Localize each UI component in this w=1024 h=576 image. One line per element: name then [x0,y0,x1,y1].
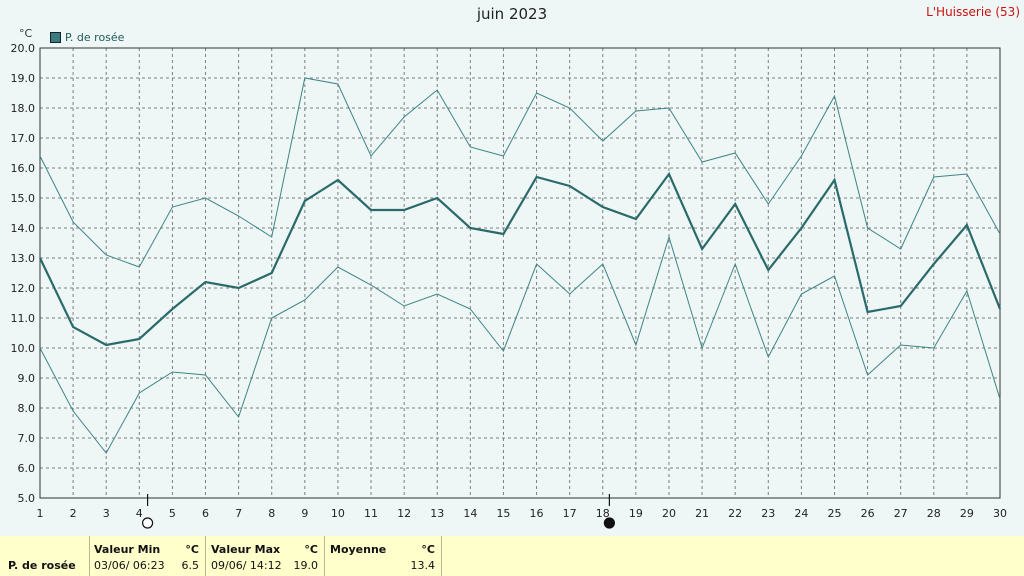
x-tick-label: 13 [430,507,444,520]
x-tick-label: 6 [202,507,209,520]
y-tick-label: 13.0 [11,252,36,265]
x-tick-label: 23 [761,507,775,520]
stats-min-value: 6.5 [181,559,200,572]
y-tick-label: 17.0 [11,132,36,145]
y-tick-label: 8.0 [18,402,36,415]
x-tick-label: 21 [695,507,709,520]
series-line-min [39,235,1001,454]
x-tick-label: 19 [629,507,643,520]
y-tick-label: 5.0 [18,492,36,505]
x-tick-label: 4 [136,507,143,520]
x-tick-label: 30 [993,507,1007,520]
y-axis-unit: °C [19,27,33,40]
stats-mean-header: Moyenne [330,543,387,556]
stats-max-unit: °C [304,543,318,556]
x-tick-label: 26 [861,507,875,520]
full-moon-icon [141,517,154,529]
stats-min-cell: Valeur Min °C 03/06/ 06:23 6.5 [89,536,206,576]
stats-row-label: P. de rosée [8,559,76,572]
x-tick-label: 15 [496,507,510,520]
stats-max-value: 19.0 [293,559,319,572]
stats-min-header: Valeur Min [94,543,161,556]
chart-title: juin 2023 [476,5,548,23]
station-name: L'Huisserie (53) [926,5,1020,19]
x-tick-label: 22 [728,507,742,520]
x-tick-label: 9 [301,507,308,520]
x-tick-label: 28 [927,507,941,520]
y-tick-label: 18.0 [11,102,36,115]
x-tick-label: 12 [397,507,411,520]
x-tick-label: 16 [530,507,544,520]
stats-min-date: 03/06/ 06:23 [94,559,165,572]
x-tick-label: 20 [662,507,676,520]
series-line-mean [39,171,1002,347]
y-tick-label: 10.0 [11,342,36,355]
x-tick-label: 8 [268,507,275,520]
stats-max-header: Valeur Max [211,543,281,556]
x-tick-label: 1 [37,507,44,520]
plot-area [40,48,1000,498]
series-line-max [39,77,1001,268]
x-tick-label: 10 [331,507,345,520]
y-tick-label: 7.0 [18,432,36,445]
stats-mean-cell: Moyenne °C 13.4 [324,536,442,576]
x-tick-label: 14 [463,507,477,520]
stats-table: P. de rosée Valeur Min °C 03/06/ 06:23 6… [0,536,1024,576]
y-tick-label: 11.0 [11,312,36,325]
stats-row-label-cell: P. de rosée [0,536,90,576]
x-tick-label: 2 [70,507,77,520]
y-tick-label: 16.0 [11,162,36,175]
stats-max-date: 09/06/ 14:12 [211,559,282,572]
y-tick-label: 19.0 [11,72,36,85]
legend: P. de rosée [50,31,124,44]
x-tick-label: 25 [827,507,841,520]
new-moon-icon [603,517,615,529]
y-tick-label: 12.0 [11,282,36,295]
x-tick-label: 11 [364,507,378,520]
stats-max-cell: Valeur Max °C 09/06/ 14:12 19.0 [205,536,325,576]
x-tick-label: 7 [235,507,242,520]
stats-mean-unit: °C [421,543,435,556]
y-tick-label: 6.0 [18,462,36,475]
x-tick-label: 5 [169,507,176,520]
y-tick-label: 14.0 [11,222,36,235]
x-tick-label: 17 [563,507,577,520]
stats-min-unit: °C [185,543,199,556]
legend-label: P. de rosée [65,31,125,44]
y-tick-label: 15.0 [11,192,36,205]
stats-mean-value: 13.4 [410,559,436,572]
x-tick-label: 24 [794,507,808,520]
x-tick-label: 27 [894,507,908,520]
x-tick-label: 18 [596,507,610,520]
legend-swatch [50,32,61,43]
y-tick-label: 20.0 [11,42,36,55]
y-tick-label: 9.0 [18,372,36,385]
x-tick-label: 29 [960,507,974,520]
plot-frame [39,47,1001,499]
chart: 5.0 6.0 7.0 8.0 9.0 10.0 11.0 12.0 13.0 14.0 15.0 1… [11,42,1007,529]
x-tick-label: 3 [103,507,110,520]
